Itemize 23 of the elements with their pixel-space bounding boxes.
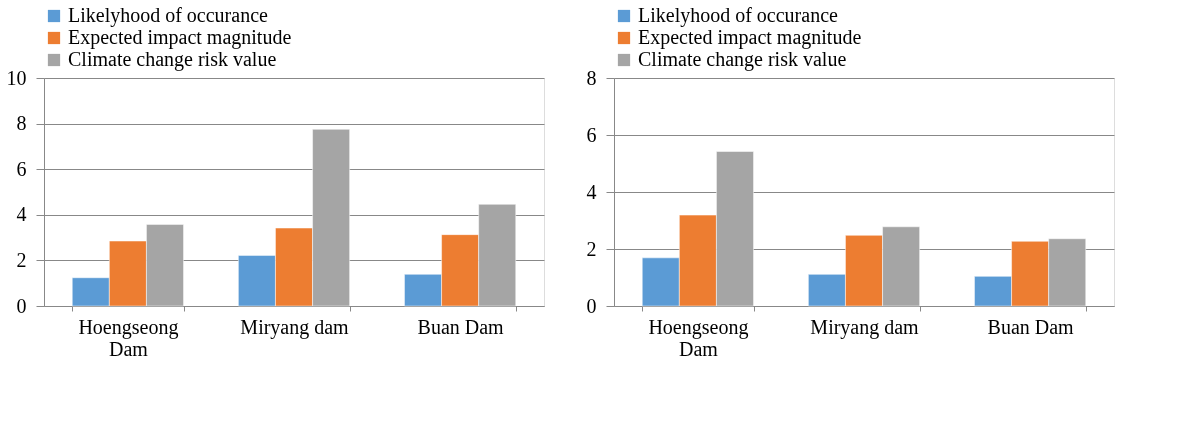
x-tick-label: Miryang dam xyxy=(240,315,350,339)
y-tick-label: 4 xyxy=(16,203,27,226)
y-tick-label: 8 xyxy=(16,112,27,135)
legend-label: Likelyhood of occurance xyxy=(638,4,839,27)
y-tick-label: 10 xyxy=(6,66,27,89)
x-tick-label: Buan Dam xyxy=(987,315,1075,338)
x-tick-label: Hoengseong Dam xyxy=(648,315,749,360)
y-tick-label: 0 xyxy=(586,294,597,317)
y-tick-label: 2 xyxy=(16,248,27,271)
y-tick-label: 0 xyxy=(16,294,27,317)
x-tick-label: Buan Dam xyxy=(417,315,505,338)
legend-label: Climate change risk value xyxy=(68,48,277,71)
y-tick-label: 8 xyxy=(586,66,597,89)
legend-label: Expected impact magnitude xyxy=(638,26,862,49)
x-tick-label: Miryang dam xyxy=(810,315,920,339)
legend-label: Likelyhood of occurance xyxy=(68,4,269,27)
y-tick-label: 4 xyxy=(586,180,597,203)
y-tick-label: 6 xyxy=(16,157,27,180)
legend-label: Expected impact magnitude xyxy=(68,26,292,49)
x-tick-label: Hoengseong Dam xyxy=(78,315,179,360)
y-tick-label: 2 xyxy=(586,237,597,260)
legend-label: Climate change risk value xyxy=(638,48,847,71)
y-tick-label: 6 xyxy=(586,123,597,146)
